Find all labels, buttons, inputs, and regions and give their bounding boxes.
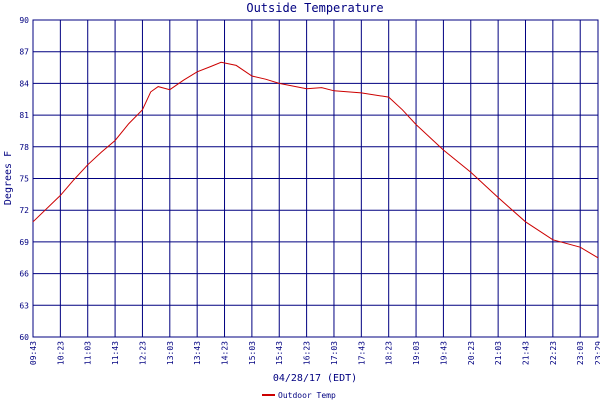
x-tick-label: 22:23 — [549, 341, 558, 365]
x-tick-label: 20:23 — [467, 341, 476, 365]
x-tick-label: 14:23 — [221, 341, 230, 365]
x-tick-label: 12:23 — [138, 341, 147, 365]
x-tick-label: 13:43 — [193, 341, 202, 365]
legend-label: Outdoor Temp — [278, 391, 336, 400]
y-tick-label: 90 — [19, 16, 29, 25]
y-axis-label: Degrees F — [3, 151, 14, 205]
x-tick-label: 19:43 — [439, 341, 448, 365]
x-tick-label: 19:03 — [412, 341, 421, 365]
x-tick-label: 17:43 — [357, 341, 366, 365]
x-tick-label: 17:03 — [330, 341, 339, 365]
plot-border — [32, 19, 599, 338]
y-tick-label: 87 — [19, 48, 29, 57]
y-tick-label: 63 — [19, 301, 29, 310]
x-tick-label: 18:23 — [385, 341, 394, 365]
y-tick-label: 78 — [19, 143, 29, 152]
x-tick-label: 13:03 — [166, 341, 175, 365]
x-tick-label: 23:29 — [594, 341, 600, 365]
y-tick-label: 69 — [19, 238, 29, 247]
y-tick-label: 60 — [19, 333, 29, 342]
x-tick-label: 10:23 — [56, 341, 65, 365]
y-tick-label: 84 — [19, 79, 29, 88]
x-tick-label: 11:43 — [111, 341, 120, 365]
x-tick-label: 09:43 — [29, 341, 38, 365]
x-axis-label: 04/28/17 (EDT) — [273, 373, 357, 384]
x-tick-label: 15:43 — [275, 341, 284, 365]
x-tick-label: 21:43 — [521, 341, 530, 365]
chart-title: Outside Temperature — [246, 1, 383, 15]
y-tick-label: 81 — [19, 111, 29, 120]
x-tick-label: 16:23 — [303, 341, 312, 365]
data-line — [32, 61, 599, 259]
x-tick-label: 23:03 — [576, 341, 585, 365]
y-tick-label: 72 — [19, 206, 29, 215]
x-tick-label: 15:03 — [248, 341, 257, 365]
x-tick-label: 21:03 — [494, 341, 503, 365]
x-tick-label: 11:03 — [84, 341, 93, 365]
y-tick-label: 75 — [19, 175, 29, 184]
y-tick-label: 66 — [19, 270, 29, 279]
